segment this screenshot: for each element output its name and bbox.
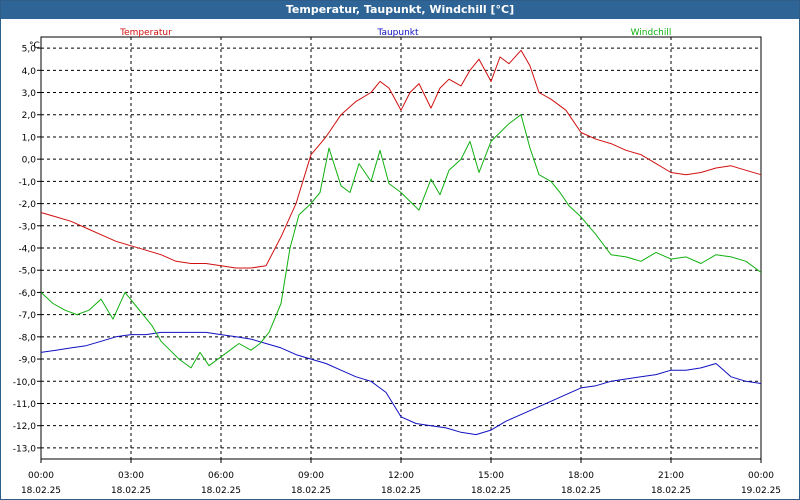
- y-tick-label: -5,0: [18, 267, 36, 277]
- x-tick-label-time: 03:00: [118, 471, 144, 481]
- legend-taupunkt: Taupunkt: [376, 28, 419, 38]
- y-tick-label: -3,0: [18, 222, 36, 232]
- x-tick-label-time: 15:00: [478, 471, 504, 481]
- x-tick-label-time: 12:00: [388, 471, 414, 481]
- x-tick-label-time: 06:00: [208, 471, 234, 481]
- x-tick-label-date: 18.02.25: [201, 486, 241, 496]
- x-tick-label-time: 00:00: [28, 471, 54, 481]
- series-line-windchill: [40, 114, 762, 369]
- y-tick-label: 0,0: [22, 156, 37, 166]
- x-tick-label-date: 18.02.25: [471, 486, 511, 496]
- legend-windchill: Windchill: [631, 28, 672, 38]
- y-tick-label: -9,0: [18, 356, 36, 366]
- x-tick-label-date: 18.02.25: [291, 486, 331, 496]
- y-tick-label: -1,0: [18, 178, 36, 188]
- x-tick-label-date: 19.02.25: [741, 486, 781, 496]
- x-tick-label-date: 18.02.25: [651, 486, 691, 496]
- x-tick-label-date: 18.02.25: [561, 486, 601, 496]
- series-line-temperatur: [40, 49, 762, 269]
- y-tick-label: -8,0: [18, 333, 36, 343]
- x-tick-label-date: 18.02.25: [381, 486, 421, 496]
- x-tick-label-date: 18.02.25: [111, 486, 151, 496]
- x-tick-label-time: 09:00: [298, 471, 324, 481]
- y-tick-label: 5,0: [22, 45, 37, 55]
- x-tick-label-time: 21:00: [658, 471, 684, 481]
- y-tick-label: -4,0: [18, 245, 36, 255]
- x-tick-label-time: 00:00: [748, 471, 774, 481]
- y-axis-label: °C: [29, 41, 40, 51]
- plot-border: [40, 36, 762, 460]
- y-tick-label: -12,0: [13, 422, 37, 432]
- y-tick-label: -10,0: [13, 378, 37, 388]
- y-tick-label: 1,0: [22, 133, 37, 143]
- y-tick-label: -2,0: [18, 200, 36, 210]
- y-tick-label: -6,0: [18, 289, 36, 299]
- series-line-taupunkt: [40, 331, 762, 436]
- x-tick-label-time: 18:00: [568, 471, 594, 481]
- window-title: Temperatur, Taupunkt, Windchill [°C]: [1, 1, 799, 19]
- y-tick-label: 2,0: [22, 111, 37, 121]
- y-tick-label: 4,0: [22, 67, 37, 77]
- y-tick-label: -7,0: [18, 311, 36, 321]
- y-tick-label: 3,0: [22, 89, 37, 99]
- x-tick-label-date: 18.02.25: [21, 486, 61, 496]
- y-tick-label: -11,0: [13, 400, 37, 410]
- y-tick-label: -13,0: [13, 444, 37, 454]
- legend-temperatur: Temperatur: [119, 28, 172, 38]
